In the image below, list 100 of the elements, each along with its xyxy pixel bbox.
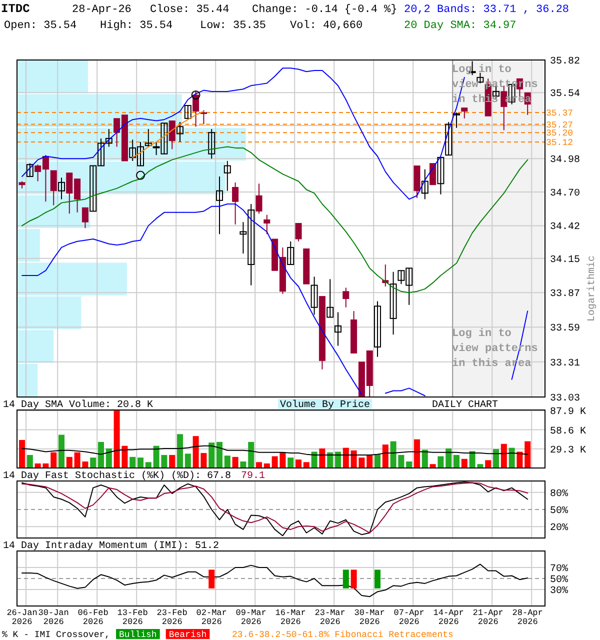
bar	[493, 449, 499, 468]
text: 20 Day SMA: 34.97	[404, 20, 516, 32]
text: Open: 35.54	[4, 20, 78, 32]
y-tick-label: 33.59	[550, 324, 580, 335]
candlestick	[390, 271, 397, 336]
annotation: Volume By Price	[280, 399, 370, 411]
candlestick	[421, 168, 428, 200]
bar	[414, 439, 420, 468]
bar	[26, 454, 33, 468]
x-tick-label: 16-Mar 2026	[275, 608, 306, 627]
y-axis-title: Logarithmic	[586, 255, 598, 322]
y-tick-label: 33.03	[550, 394, 580, 404]
ref-line-label: 35.27	[546, 120, 574, 130]
y-tick-label: 50%	[550, 506, 568, 517]
candlestick	[184, 104, 192, 119]
bar	[454, 454, 460, 468]
annotation: DAILY CHART	[432, 400, 498, 411]
bar	[138, 458, 144, 468]
bar	[98, 442, 104, 468]
bar	[169, 454, 176, 468]
line-series	[22, 445, 528, 456]
y-tick-label: 34.70	[550, 188, 580, 200]
bar	[66, 456, 72, 468]
bar	[19, 440, 25, 468]
candlestick	[192, 90, 200, 128]
candlestick	[334, 312, 342, 346]
text: Low: 35.35	[200, 20, 266, 32]
bar	[240, 461, 246, 468]
bar	[208, 442, 215, 468]
candlestick	[326, 278, 334, 318]
candlestick	[310, 276, 318, 316]
candlestick	[176, 121, 184, 143]
chart-title: 14 Day Intraday Momentum (IMI): 51.2	[3, 540, 220, 552]
candlestick	[200, 110, 207, 125]
x-tick-label: 30-Jan 2026	[38, 608, 69, 627]
y-tick-label: 30%	[550, 586, 568, 597]
bar	[382, 444, 388, 468]
bar	[50, 452, 57, 468]
bar	[232, 456, 238, 468]
candlestick	[374, 300, 381, 358]
bar	[90, 458, 96, 468]
candlestick	[287, 240, 294, 266]
annotation: 79.1	[241, 471, 266, 482]
x-tick-label: 07-Apr 2026	[394, 608, 424, 627]
bar	[319, 448, 326, 468]
text: Bullish	[119, 630, 157, 640]
bar	[366, 454, 373, 468]
bar	[311, 452, 318, 468]
x-tick-label: 26-Jan 2026	[6, 608, 38, 627]
bar	[406, 461, 412, 468]
candlestick	[453, 112, 460, 128]
bar	[106, 448, 112, 468]
y-tick-label: 33.87	[550, 289, 580, 300]
bar	[374, 454, 380, 468]
ref-line-label: 35.20	[546, 128, 574, 139]
x-tick-label: 09-Mar 2026	[236, 608, 266, 627]
x-tick-label: 23-Feb 2026	[156, 608, 188, 627]
chart-title: 14 Day SMA Volume: 20.8 K	[3, 399, 154, 411]
bar	[296, 460, 302, 468]
text: Vol: 40,660	[290, 20, 363, 32]
candlestick	[58, 177, 65, 200]
bar	[145, 462, 152, 468]
candlestick	[232, 182, 239, 225]
bar	[303, 462, 310, 468]
candlestick	[144, 128, 152, 148]
y-tick-label: 29.3 K	[550, 445, 586, 456]
text: Close: 35.44	[150, 4, 230, 16]
candlestick	[82, 207, 88, 229]
candlestick	[224, 160, 231, 192]
text: Bearish	[168, 630, 207, 640]
bar	[508, 448, 515, 468]
text: High: 35.54	[100, 20, 174, 32]
candlestick	[430, 162, 436, 186]
bar	[524, 441, 531, 468]
bar	[288, 458, 294, 468]
y-tick-label: 70%	[550, 564, 568, 575]
y-tick-label: 50%	[550, 575, 568, 586]
bar	[485, 460, 492, 468]
bar	[516, 452, 523, 468]
candlestick	[168, 120, 176, 150]
chart-title: ITDC	[1, 2, 30, 16]
x-tick-label: 23-Mar 2026	[314, 608, 346, 627]
line-series	[22, 564, 528, 598]
bar	[461, 458, 468, 468]
legend-title: % K - IMI Crossover,	[2, 630, 110, 640]
ref-line-label: 35.12	[546, 138, 574, 148]
bar	[335, 452, 341, 468]
candlestick	[208, 128, 216, 160]
bar	[224, 456, 230, 468]
y-tick-label: 87.9 K	[550, 407, 586, 418]
x-tick-label: 06-Feb 2026	[78, 608, 108, 627]
bar	[130, 456, 136, 468]
y-tick-label: 80%	[550, 488, 568, 500]
bar	[422, 450, 428, 468]
y-tick-label: 20%	[550, 523, 568, 534]
y-tick-label: 35.54	[550, 89, 580, 100]
bar	[248, 442, 254, 468]
candlestick	[264, 214, 270, 235]
text: 20,2 Bands: 33.71 , 36.28	[404, 4, 570, 16]
bar	[438, 456, 444, 468]
